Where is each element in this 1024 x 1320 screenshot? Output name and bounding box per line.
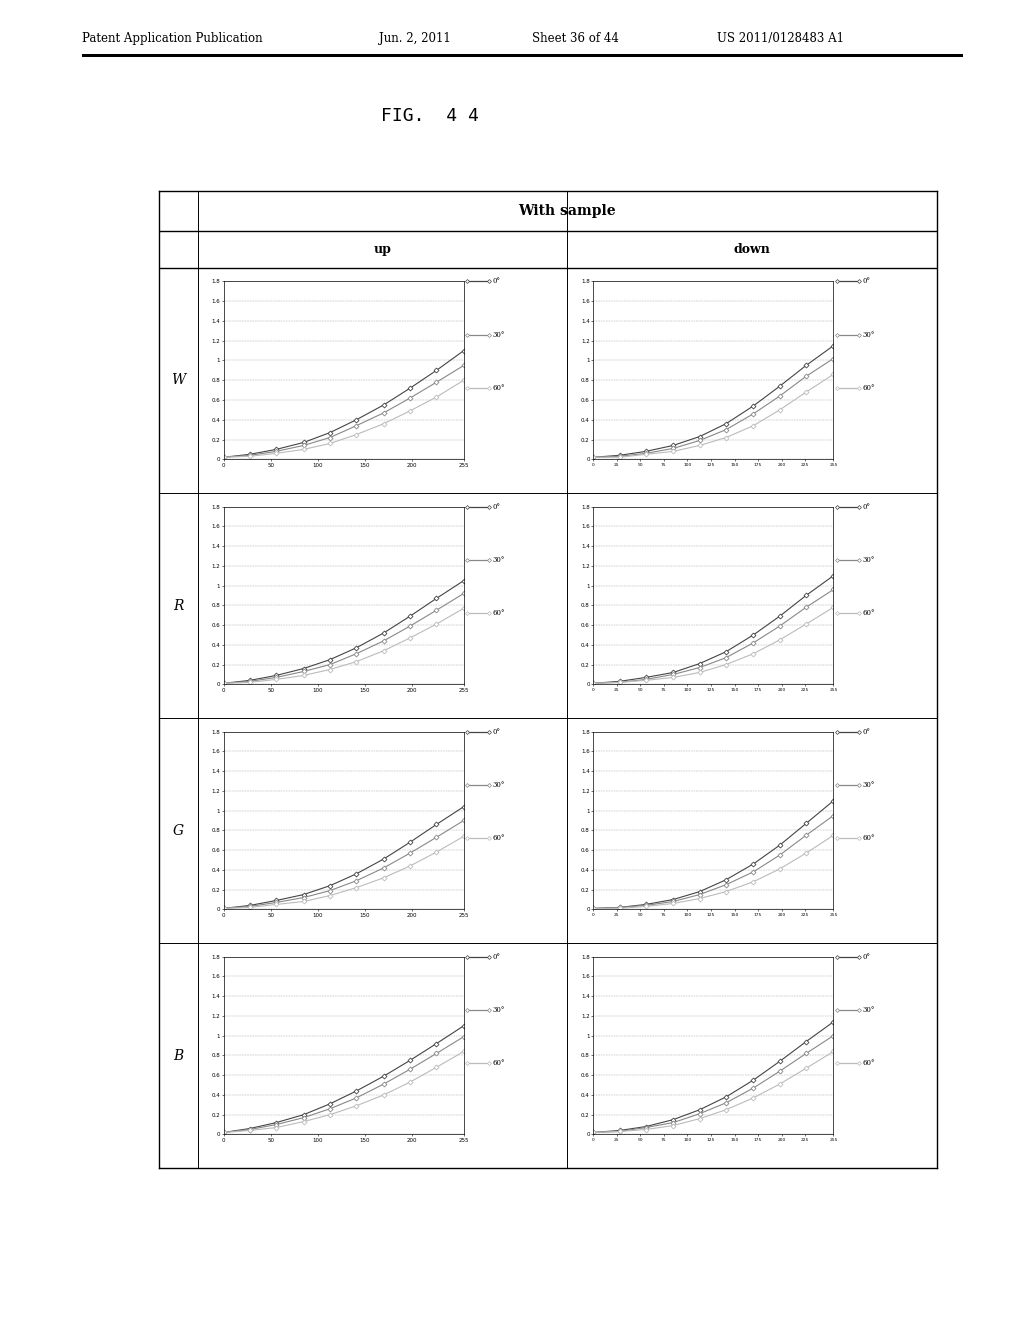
Text: 60°: 60° bbox=[862, 610, 874, 618]
Text: B: B bbox=[173, 1048, 183, 1063]
Text: Sheet 36 of 44: Sheet 36 of 44 bbox=[532, 32, 620, 45]
Text: up: up bbox=[374, 243, 391, 256]
Text: 30°: 30° bbox=[862, 781, 874, 789]
Text: 0°: 0° bbox=[862, 277, 870, 285]
Text: G: G bbox=[173, 824, 183, 838]
Text: 0°: 0° bbox=[862, 727, 870, 735]
Text: 60°: 60° bbox=[493, 1060, 505, 1068]
Text: 60°: 60° bbox=[862, 834, 874, 842]
Text: 0°: 0° bbox=[493, 727, 501, 735]
Text: With sample: With sample bbox=[518, 205, 616, 218]
Text: Jun. 2, 2011: Jun. 2, 2011 bbox=[379, 32, 451, 45]
Text: 30°: 30° bbox=[862, 1006, 874, 1014]
Text: 30°: 30° bbox=[493, 556, 505, 564]
Text: 30°: 30° bbox=[493, 781, 505, 789]
Text: R: R bbox=[173, 598, 183, 612]
Text: W: W bbox=[171, 374, 185, 388]
Text: 30°: 30° bbox=[493, 331, 505, 339]
Text: FIG.  4 4: FIG. 4 4 bbox=[381, 107, 479, 125]
Text: 30°: 30° bbox=[862, 331, 874, 339]
Text: 0°: 0° bbox=[493, 953, 501, 961]
Text: 60°: 60° bbox=[862, 1060, 874, 1068]
Text: 60°: 60° bbox=[493, 834, 505, 842]
Text: 60°: 60° bbox=[493, 610, 505, 618]
Text: 0°: 0° bbox=[493, 277, 501, 285]
Text: 0°: 0° bbox=[493, 503, 501, 511]
Text: US 2011/0128483 A1: US 2011/0128483 A1 bbox=[717, 32, 844, 45]
Text: Patent Application Publication: Patent Application Publication bbox=[82, 32, 262, 45]
Text: 30°: 30° bbox=[862, 556, 874, 564]
Text: 60°: 60° bbox=[862, 384, 874, 392]
Text: 30°: 30° bbox=[493, 1006, 505, 1014]
Text: down: down bbox=[733, 243, 771, 256]
Text: 0°: 0° bbox=[862, 953, 870, 961]
Text: 60°: 60° bbox=[493, 384, 505, 392]
Text: 0°: 0° bbox=[862, 503, 870, 511]
